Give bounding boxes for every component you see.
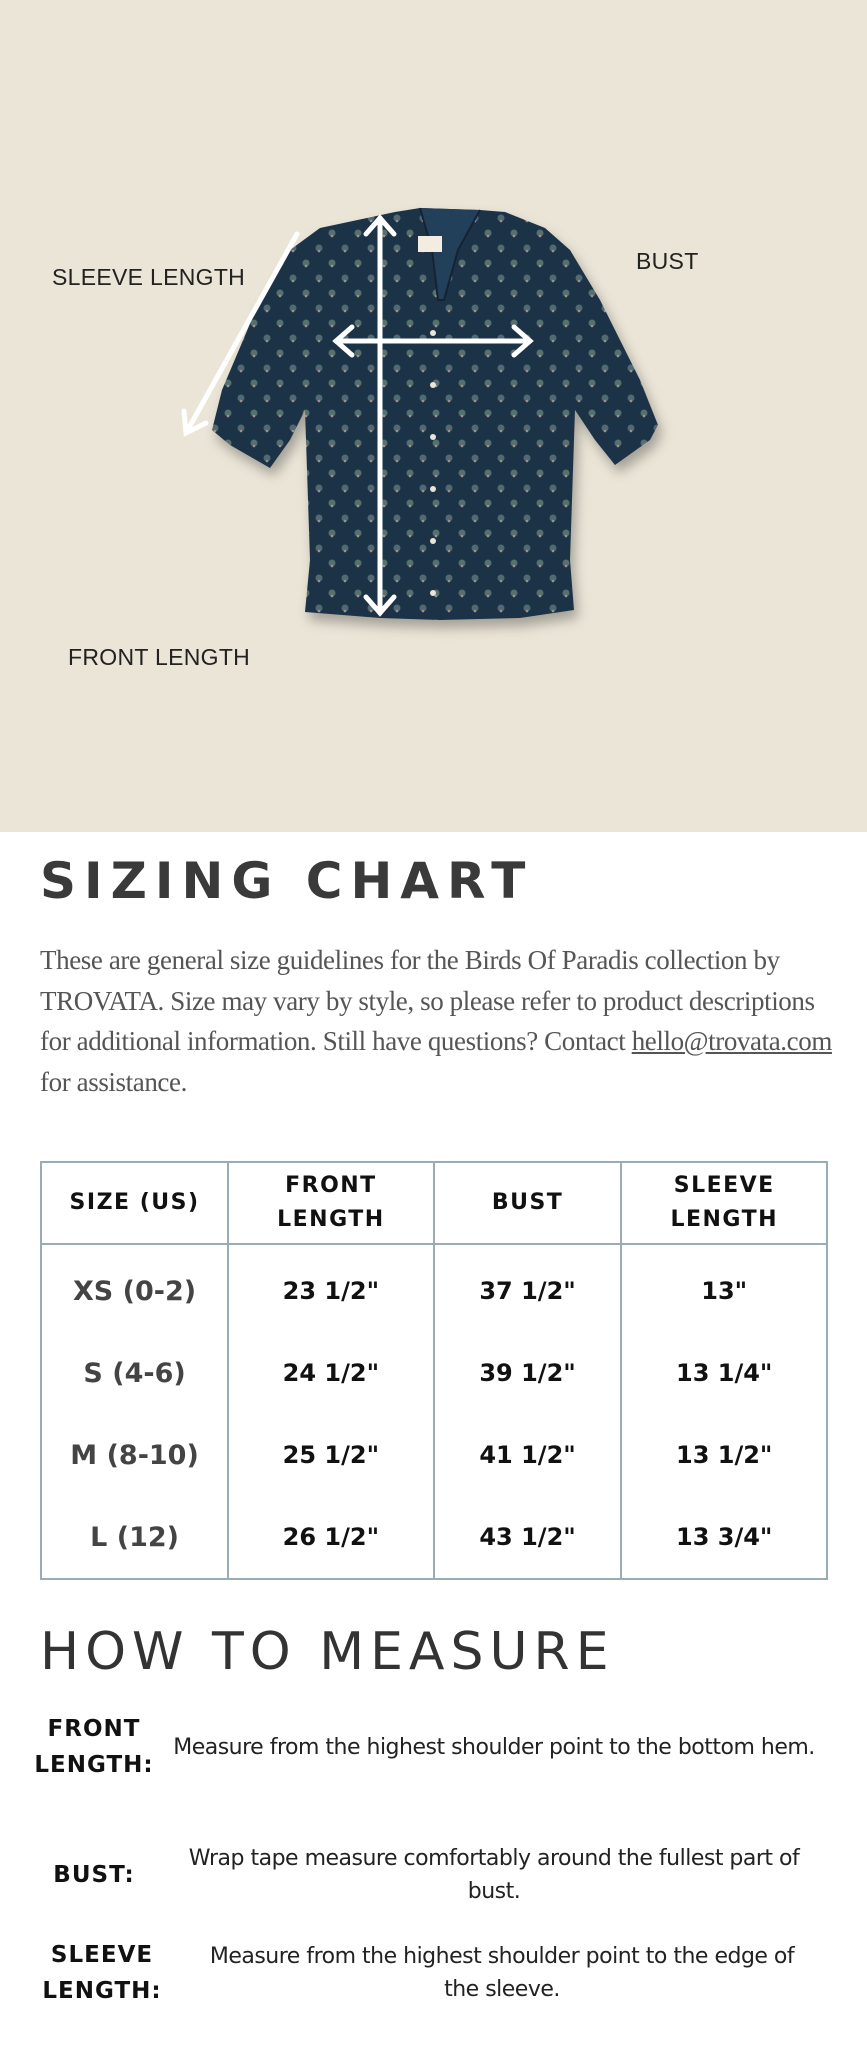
product-measurement-image: SLEEVE LENGTH BUST FRONT LENGTH bbox=[0, 0, 867, 832]
header-bust: BUST bbox=[432, 1161, 623, 1245]
shirt-illustration bbox=[181, 207, 658, 620]
table-row: XS (0-2) 23 1/2" 37 1/2" 13" bbox=[39, 1243, 828, 1332]
measure-item-front-length: FRONT LENGTH: Measure from the highest s… bbox=[30, 1712, 830, 1782]
header-sleeve-length: SLEEVE LENGTH bbox=[620, 1161, 828, 1245]
size-cell: S (4-6) bbox=[39, 1332, 230, 1414]
sleeve-length-cell: 13 1/4" bbox=[620, 1332, 828, 1414]
sleeve-length-arrow bbox=[183, 231, 300, 436]
sleeve-length-cell: 13 3/4" bbox=[620, 1496, 828, 1580]
size-cell: XS (0-2) bbox=[39, 1243, 230, 1332]
table-header-row: SIZE (US) FRONT LENGTH BUST SLEEVE LENGT… bbox=[39, 1161, 828, 1245]
measure-label: FRONT LENGTH: bbox=[34, 1716, 154, 1778]
measure-text: Measure from the highest shoulder point … bbox=[209, 1944, 795, 2002]
measurement-arrows bbox=[181, 214, 534, 617]
front-length-cell: 26 1/2" bbox=[227, 1496, 435, 1580]
header-size: SIZE (US) bbox=[39, 1161, 230, 1245]
shirt-shape bbox=[212, 207, 658, 620]
sleeve-length-label: SLEEVE LENGTH bbox=[52, 264, 246, 290]
sleeve-length-cell: 13" bbox=[620, 1243, 828, 1332]
measure-label: SLEEVE LENGTH: bbox=[42, 1942, 162, 2004]
sizing-chart-title: SIZING CHART bbox=[40, 852, 534, 910]
header-front-length: FRONT LENGTH bbox=[227, 1161, 435, 1245]
front-length-cell: 23 1/2" bbox=[227, 1243, 435, 1332]
how-to-measure-title: HOW TO MEASURE bbox=[40, 1622, 615, 1682]
front-length-label: FRONT LENGTH bbox=[68, 644, 251, 670]
bust-cell: 37 1/2" bbox=[432, 1243, 623, 1332]
front-length-cell: 25 1/2" bbox=[227, 1414, 435, 1496]
front-length-cell: 24 1/2" bbox=[227, 1332, 435, 1414]
email-link[interactable]: hello@trovata.com bbox=[631, 1026, 833, 1056]
measure-text: Wrap tape measure comfortably around the… bbox=[188, 1846, 800, 1904]
sleeve-length-cell: 13 1/2" bbox=[620, 1414, 828, 1496]
bust-cell: 39 1/2" bbox=[432, 1332, 623, 1414]
table-row: L (12) 26 1/2" 43 1/2" 13 3/4" bbox=[39, 1496, 828, 1580]
size-cell: L (12) bbox=[39, 1496, 230, 1580]
intro-text: These are general size guidelines for th… bbox=[40, 945, 815, 1056]
size-cell: M (8-10) bbox=[39, 1414, 230, 1496]
bust-cell: 41 1/2" bbox=[432, 1414, 623, 1496]
sizing-intro: These are general size guidelines for th… bbox=[40, 940, 840, 1102]
bust-label: BUST bbox=[636, 248, 699, 274]
table-row: M (8-10) 25 1/2" 41 1/2" 13 1/2" bbox=[39, 1414, 828, 1496]
intro-text-end: for assistance. bbox=[40, 1066, 187, 1097]
measure-label: BUST: bbox=[53, 1862, 135, 1888]
bust-cell: 43 1/2" bbox=[432, 1496, 623, 1580]
measure-item-sleeve-length: SLEEVE LENGTH: Measure from the highest … bbox=[30, 1938, 830, 2008]
sizing-table: SIZE (US) FRONT LENGTH BUST SLEEVE LENGT… bbox=[39, 1161, 828, 1580]
measure-item-bust: BUST: Wrap tape measure comfortably arou… bbox=[30, 1840, 830, 1910]
table-row: S (4-6) 24 1/2" 39 1/2" 13 1/4" bbox=[39, 1332, 828, 1414]
measure-text: Measure from the highest shoulder point … bbox=[173, 1734, 815, 1760]
